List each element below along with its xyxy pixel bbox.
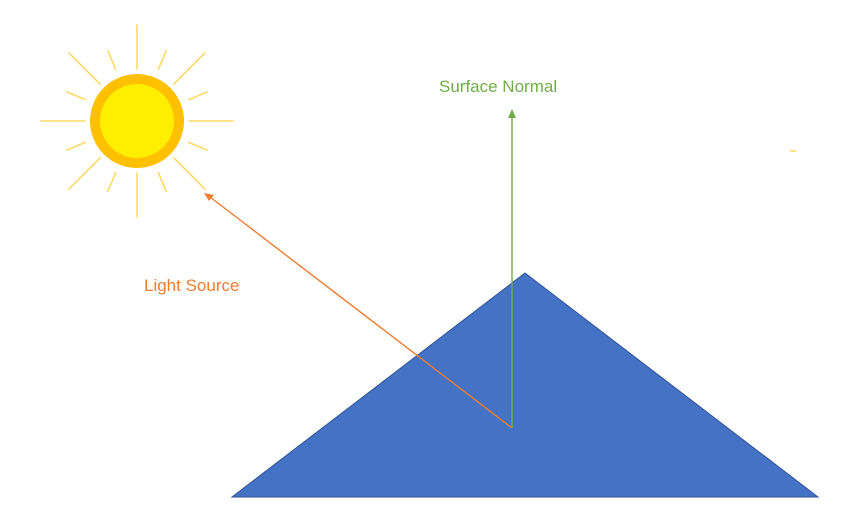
sun-ray: [68, 157, 101, 190]
sun-ray: [66, 141, 87, 151]
sun-ray: [107, 171, 117, 192]
surface-normal-label: Surface Normal: [439, 77, 557, 96]
light-source-vector: [204, 193, 513, 429]
sun-ray: [66, 91, 87, 101]
light-vector-arrowhead: [204, 193, 214, 201]
sun-ray: [157, 171, 167, 192]
surface-normal-vector: [508, 109, 516, 428]
sun-ray: [173, 157, 206, 190]
sun-ray: [173, 52, 206, 85]
sun-ray: [107, 49, 117, 71]
sun-icon: [40, 24, 234, 218]
sun-rays: [40, 24, 234, 218]
sun-ray: [157, 49, 167, 71]
sun-ray: [187, 91, 208, 101]
light-source-label: Light Source: [144, 276, 239, 295]
sun-ray: [68, 52, 101, 85]
sun-ray: [187, 141, 208, 151]
light-vector-line: [209, 196, 513, 429]
surface-triangle: [230, 272, 820, 498]
normal-vector-arrowhead: [508, 109, 516, 118]
sun-core: [100, 84, 174, 158]
